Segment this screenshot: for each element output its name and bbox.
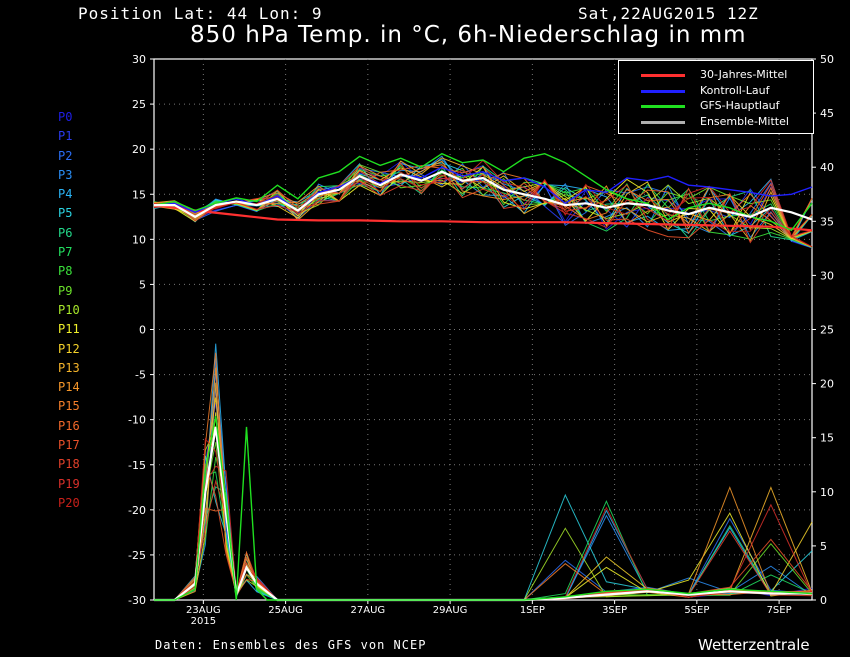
member-temp-line (153, 173, 813, 244)
member-precip-line (154, 358, 813, 601)
member-label: P15 (58, 399, 80, 414)
legend-swatch (641, 89, 685, 93)
y-right-tick-label: 5 (820, 540, 827, 553)
member-label: P5 (58, 206, 73, 221)
y-left-tick-label: 20 (132, 143, 146, 156)
legend-label: Ensemble-Mittel (700, 114, 789, 128)
brand-label: Wetterzentrale (698, 636, 810, 654)
y-right-tick-label: 0 (820, 594, 827, 607)
y-left-tick-label: -5 (135, 369, 146, 382)
y-right-tick-label: 20 (820, 378, 834, 391)
member-label: P13 (58, 360, 80, 375)
legend-entry: GFS-Hauptlauf (619, 99, 813, 113)
y-left-tick-label: -20 (128, 504, 146, 517)
member-label: P3 (58, 167, 73, 182)
x-tick-label: 27AUG (351, 605, 386, 616)
legend-entry: 30-Jahres-Mittel (619, 68, 813, 82)
member-label: P17 (58, 438, 80, 453)
y-right-tick-label: 30 (820, 269, 834, 282)
member-precip-line (154, 382, 813, 601)
y-right-tick-label: 45 (820, 107, 834, 120)
temp-line-gfs-hauptlauf (153, 152, 813, 232)
y-left-tick-label: 25 (132, 98, 146, 111)
member-precip-line (154, 352, 813, 601)
member-precip-line (154, 373, 813, 601)
legend-swatch (641, 120, 685, 124)
y-left-tick-label: 30 (132, 53, 146, 66)
x-tick-label: 3SEP (602, 605, 627, 616)
y-left-tick-label: -10 (128, 414, 146, 427)
temp-line-ensemble-mittel (154, 170, 813, 221)
member-label: P10 (58, 302, 80, 317)
y-right-tick-label: 25 (820, 324, 834, 337)
legend-swatch (641, 74, 685, 77)
y-left-tick-label: -30 (128, 594, 146, 607)
member-label: P12 (58, 341, 80, 356)
chart-legend: 30-Jahres-Mittel Kontroll-Lauf GFS-Hauptla… (618, 60, 814, 134)
y-right-tick-label: 50 (820, 53, 834, 66)
member-label: P18 (58, 457, 80, 472)
y-left-tick-label: 0 (139, 324, 146, 337)
member-label: P8 (58, 264, 73, 279)
member-label: P19 (58, 476, 80, 491)
y-right-tick-label: 40 (820, 161, 834, 174)
legend-swatch (641, 105, 685, 108)
member-label: P1 (58, 129, 73, 144)
legend-label: Kontroll-Lauf (700, 83, 770, 97)
x-tick-label: 7SEP (767, 605, 792, 616)
temp-line-30-jahres-mittel (153, 204, 813, 232)
x-tick-label: 1SEP (520, 605, 545, 616)
y-right-tick-label: 15 (820, 432, 834, 445)
member-label: P2 (58, 148, 73, 163)
member-label: P20 (58, 495, 80, 510)
member-label: P16 (58, 418, 80, 433)
legend-entry: Ensemble-Mittel (619, 115, 813, 129)
position-label: Position Lat: 44 Lon: 9 (78, 4, 323, 23)
y-left-tick-label: 5 (139, 278, 146, 291)
x-tick-label: 5SEP (684, 605, 709, 616)
x-tick-label: 23AUG (186, 605, 221, 616)
y-right-tick-label: 10 (820, 486, 834, 499)
y-left-tick-label: -15 (128, 459, 146, 472)
run-date-label: Sat,22AUG2015 12Z (578, 4, 759, 23)
ensemble-member-list: P0 P1 P2 P3 P4 P5 P6 P7 P8 P9 P10 P11 P12 P13 P14 P15 P1… (58, 108, 80, 513)
member-label: P14 (58, 380, 80, 395)
legend-label: GFS-Hauptlauf (700, 99, 780, 112)
member-temp-line (153, 169, 813, 248)
chart-title: 850 hPa Temp. in °C, 6h-Niederschlag in … (190, 22, 747, 48)
y-left-tick-label: 15 (132, 188, 146, 201)
member-label: P4 (58, 187, 73, 202)
member-label: P9 (58, 283, 73, 298)
member-label: P7 (58, 245, 73, 260)
y-left-tick-label: 10 (132, 233, 146, 246)
member-label: P6 (58, 225, 73, 240)
x-tick-label: 2015 (191, 616, 216, 627)
precip-line-gfs-hauptlauf (154, 415, 813, 601)
y-right-tick-label: 35 (820, 215, 834, 228)
member-label: P11 (58, 322, 80, 337)
x-tick-label: 25AUG (268, 605, 303, 616)
x-tick-label: 29AUG (433, 605, 468, 616)
member-precip-line (154, 367, 813, 601)
legend-label: 30-Jahres-Mittel (700, 68, 788, 81)
legend-entry: Kontroll-Lauf (619, 84, 813, 98)
member-precip-line (154, 343, 813, 601)
data-source-note: Daten: Ensembles des GFS von NCEP (155, 638, 427, 652)
y-left-tick-label: -25 (128, 549, 146, 562)
member-label: P0 (58, 110, 73, 124)
